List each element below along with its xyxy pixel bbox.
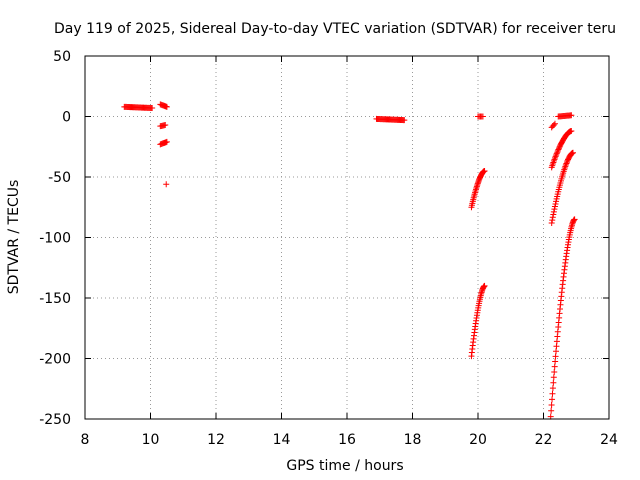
data-point bbox=[401, 117, 408, 124]
data-point bbox=[549, 396, 556, 403]
data-point bbox=[550, 121, 557, 128]
data-point bbox=[552, 153, 559, 160]
y-tick-labels: 50 0 -50 -100 -150 -200 -250 bbox=[39, 49, 71, 428]
data-point bbox=[563, 159, 570, 166]
data-point bbox=[163, 103, 170, 110]
data-point bbox=[163, 138, 170, 145]
data-point bbox=[548, 219, 555, 226]
y-tick-label: -200 bbox=[39, 352, 71, 368]
data-point bbox=[549, 217, 556, 224]
data-point bbox=[571, 216, 578, 223]
y-tick-label: -150 bbox=[39, 291, 71, 307]
series-seg-22-arc-c bbox=[547, 216, 578, 420]
data-point bbox=[163, 181, 170, 188]
chart-title: Day 119 of 2025, Sidereal Day-to-day VTE… bbox=[54, 21, 616, 37]
data-point bbox=[549, 390, 556, 397]
series-seg-10-outlier bbox=[163, 181, 170, 188]
data-point bbox=[548, 402, 555, 409]
data-point bbox=[481, 282, 488, 289]
y-axis-label: SDTVAR / TECUs bbox=[6, 180, 22, 295]
axis-ticks bbox=[84, 55, 610, 420]
x-tick-label: 24 bbox=[600, 432, 618, 448]
data-point bbox=[162, 121, 169, 128]
data-point bbox=[549, 214, 556, 221]
data-point bbox=[481, 167, 488, 174]
series-seg-20-arc-b bbox=[468, 282, 488, 360]
data-point bbox=[550, 211, 557, 218]
x-tick-label: 10 bbox=[142, 432, 160, 448]
data-point bbox=[568, 112, 575, 119]
y-tick-label: -100 bbox=[39, 231, 71, 247]
x-tick-label: 8 bbox=[81, 432, 90, 448]
x-tick-label: 14 bbox=[273, 432, 291, 448]
grid-lines bbox=[85, 56, 609, 419]
y-tick-label: 0 bbox=[62, 110, 71, 126]
series-seg-22-arc-b bbox=[548, 149, 576, 226]
data-point bbox=[551, 156, 558, 163]
data-point bbox=[554, 149, 561, 156]
data-point bbox=[552, 353, 559, 360]
series-seg-10-upper bbox=[157, 101, 170, 110]
x-tick-label: 16 bbox=[338, 432, 356, 448]
data-point bbox=[555, 146, 562, 153]
y-tick-label: 50 bbox=[53, 49, 71, 65]
data-point bbox=[563, 160, 570, 167]
x-tick-labels: 8 10 12 14 16 18 20 22 24 bbox=[81, 432, 618, 448]
plot-area bbox=[121, 101, 578, 420]
series-seg-22-short bbox=[548, 120, 558, 131]
series-seg-10-mid bbox=[157, 121, 169, 130]
x-tick-label: 20 bbox=[469, 432, 487, 448]
data-point bbox=[552, 200, 559, 207]
x-axis-label: GPS time / hours bbox=[286, 458, 403, 474]
data-point bbox=[551, 120, 558, 127]
data-point bbox=[569, 149, 576, 156]
data-point bbox=[568, 128, 575, 135]
data-point bbox=[552, 358, 559, 365]
data-point bbox=[562, 161, 569, 168]
x-tick-label: 22 bbox=[535, 432, 553, 448]
data-point bbox=[550, 379, 557, 386]
x-tick-label: 12 bbox=[207, 432, 225, 448]
x-tick-label: 18 bbox=[404, 432, 422, 448]
series-seg-20-arc-a bbox=[468, 167, 488, 211]
series-seg-09-flat bbox=[121, 103, 156, 112]
y-tick-label: -250 bbox=[39, 412, 71, 428]
data-point bbox=[553, 151, 560, 158]
data-point bbox=[551, 203, 558, 210]
data-point bbox=[551, 368, 558, 375]
data-point bbox=[149, 105, 156, 112]
data-point bbox=[554, 147, 561, 154]
series-seg-20-flat bbox=[475, 113, 486, 120]
data-point bbox=[551, 206, 558, 213]
y-tick-label: -50 bbox=[48, 170, 71, 186]
data-point bbox=[479, 113, 486, 120]
series-seg-17-flat bbox=[373, 115, 408, 124]
data-point bbox=[550, 208, 557, 215]
data-point bbox=[549, 385, 556, 392]
series-seg-10-low bbox=[157, 138, 170, 148]
data-point bbox=[551, 363, 558, 370]
series-seg-22-arc-a bbox=[548, 128, 575, 171]
data-point bbox=[548, 407, 555, 414]
data-point bbox=[550, 374, 557, 381]
data-point bbox=[553, 150, 560, 157]
data-point bbox=[552, 154, 559, 161]
series-seg-22-flat bbox=[555, 112, 575, 120]
